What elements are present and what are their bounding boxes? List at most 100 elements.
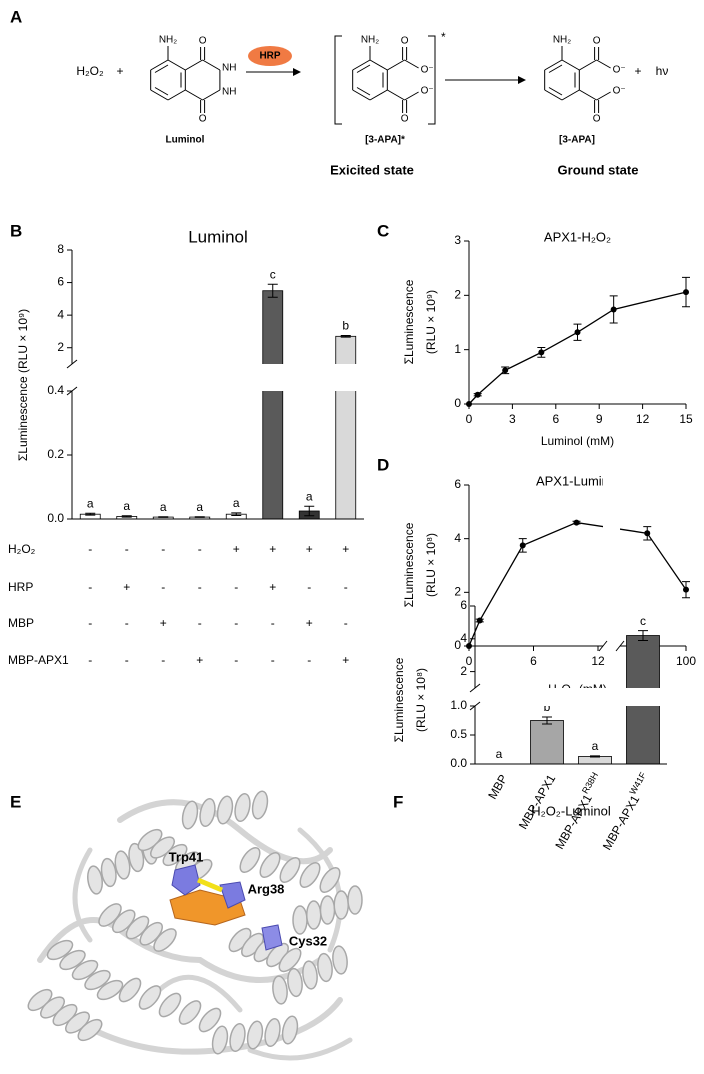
bond [185,89,203,101]
y-tick-label: 6 [460,598,467,612]
x-tick-label: MBP-APX1 [516,772,559,832]
compound-name: Luminol [166,135,205,146]
row-label: MBP-APX1 [8,653,69,667]
helix-turn [77,1018,103,1042]
enzyme-badge [248,46,292,66]
bond [202,89,221,101]
row-label: MBP [8,616,34,630]
point [574,329,581,336]
bond [154,64,169,73]
helix-turn [317,952,333,983]
significance-label: c [270,267,276,281]
point [573,519,580,526]
point [476,617,483,624]
atom-label: O⁻ [613,86,626,97]
treatment-cell: + [269,580,276,594]
product: hν [656,64,669,78]
y-tick-label: 0.4 [47,383,64,397]
y-tick-label: 6 [57,275,64,289]
line [468,521,687,647]
loop [247,1037,353,1061]
helix-turn [46,939,74,961]
treatment-cell: + [269,542,276,556]
x-tick-label: 6 [530,654,537,668]
helix-turn [251,790,269,820]
y-axis-label: (RLU × 10⁸) [414,668,428,732]
helix-turn [181,800,199,830]
bond [561,89,580,101]
bond [404,91,419,101]
panel-letter: E [10,792,21,811]
helix-turn [198,1007,222,1033]
x-tick-label: 0 [466,654,473,668]
x-tick-label: 15 [679,412,693,426]
significance-label: c [640,614,646,628]
bar [578,756,612,765]
y-tick-label: 4 [460,631,467,645]
treatment-cell: - [88,542,92,556]
helix-turn [279,857,301,883]
bond [202,59,221,71]
treatment-cell: + [306,542,313,556]
helix-turn [234,792,251,823]
helix-turn [278,947,302,973]
y-tick-label: 4 [57,307,64,321]
helix-turn [128,842,145,873]
bond [596,91,611,101]
helix-turn [158,992,182,1018]
atom-label: O [401,114,409,125]
state-label: Exicited state [330,162,414,177]
y-tick-label: 4 [454,531,461,545]
helix-turn [96,979,124,1001]
significance-label: a [123,499,130,513]
atom-label: O [401,36,409,47]
y-axis-label: ΣLuminescence [402,522,416,607]
treatment-cell: - [125,616,129,630]
helix-turn [347,885,363,915]
treatment-cell: - [125,542,129,556]
atom-label: O [593,114,601,125]
treatment-cell: - [88,616,92,630]
bond [387,89,405,101]
treatment-cell: - [161,653,165,667]
bond [352,89,371,101]
plus: + [634,64,641,78]
x-tick-label: 9 [596,412,603,426]
error-bar [340,335,351,338]
chart-title: Luminol [188,227,248,246]
treatment-cell: - [344,580,348,594]
axis-break-gap [463,688,669,706]
treatment-cell: + [233,542,240,556]
bond [369,89,388,101]
helix-turn [59,949,86,971]
helix-turn [199,797,216,828]
y-tick-label: 2 [57,340,64,354]
atom-label: O [593,36,601,47]
point [502,367,509,374]
reactant: H₂O₂ [76,64,104,78]
point [474,391,481,398]
x-tick-label: 6 [552,412,559,426]
compound-name: [3-APA]* [365,135,405,146]
helix-turn [287,967,303,998]
point [683,586,689,593]
error-bar [638,630,648,641]
helix-turn [299,862,321,888]
error-bar [590,755,600,758]
row-label: HRP [8,580,33,594]
bond [579,89,597,101]
x-tick-label: 100 [676,654,696,668]
treatment-cell: - [198,616,202,630]
helix-turn [100,857,117,888]
residue [261,924,283,951]
loop [117,799,333,865]
bond [352,59,371,71]
x-tick-label: 3 [509,412,516,426]
y-axis-label: (RLU × 10⁹) [424,290,438,354]
chart-title: APX1-Luminol [536,473,619,488]
treatment-cell: + [196,653,203,667]
bond [369,59,388,71]
compound-name: [3-APA] [559,135,595,146]
bond [404,59,419,69]
significance-label: b [544,700,551,714]
